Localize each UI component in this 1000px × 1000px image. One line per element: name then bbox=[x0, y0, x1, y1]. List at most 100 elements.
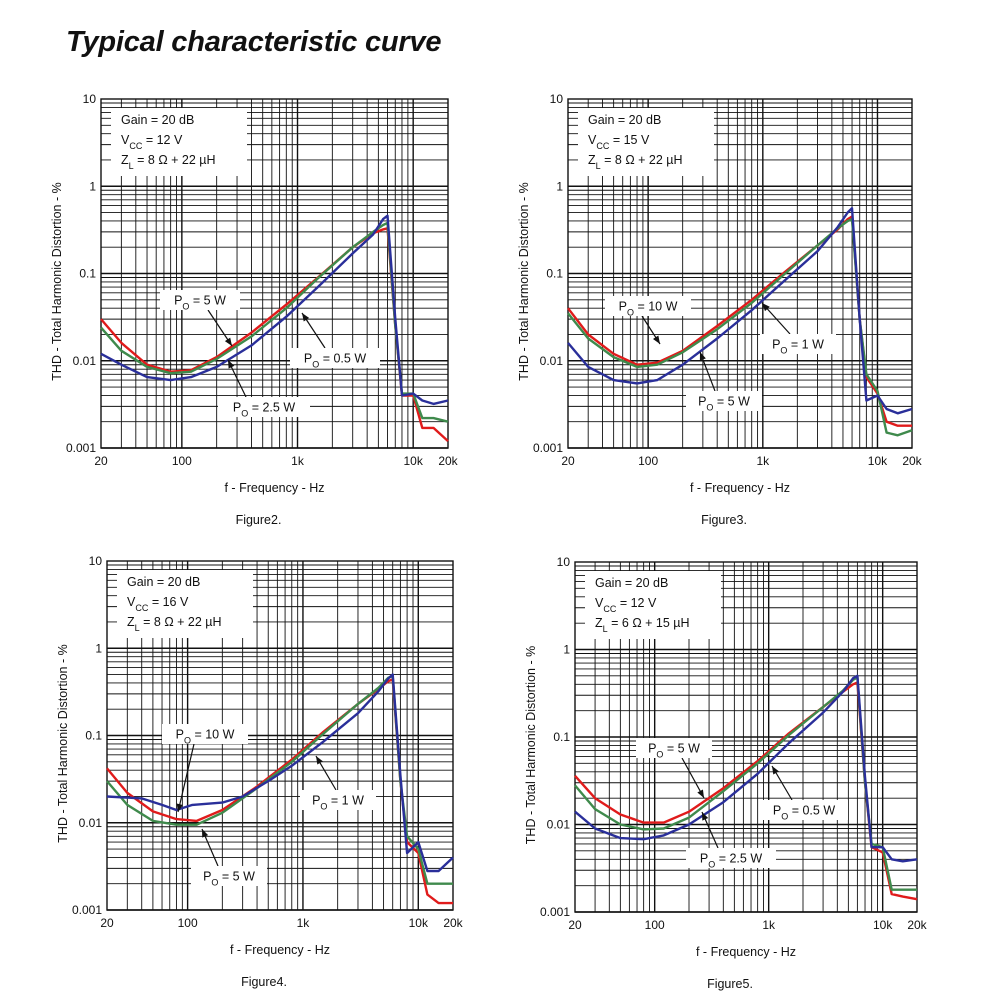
y-tick-label: 0.01 bbox=[73, 354, 97, 368]
arrow-head-icon bbox=[772, 766, 779, 775]
arrow-head-icon bbox=[762, 303, 770, 312]
series-annotation: PO = 2.5 W bbox=[218, 359, 310, 419]
x-tick-label: 10k bbox=[409, 916, 429, 930]
y-tick-label: 0.001 bbox=[540, 905, 570, 919]
y-tick-label: 0.01 bbox=[540, 354, 564, 368]
x-tick-label: 10k bbox=[868, 454, 888, 468]
series-line-po-0-5-w bbox=[574, 674, 918, 863]
series-line-po-0-5-w bbox=[100, 214, 449, 406]
annotation-label: PO = 5 W bbox=[174, 294, 226, 312]
series-line-po-5-w bbox=[567, 217, 913, 437]
y-tick-label: 0.001 bbox=[66, 441, 96, 455]
series-annotation: PO = 5 W bbox=[636, 738, 712, 799]
x-tick-label: 100 bbox=[172, 454, 192, 468]
plot-frame bbox=[574, 561, 918, 913]
x-tick-label: 20k bbox=[902, 454, 922, 468]
y-axis-label: THD - Total Harmonic Distortion - % bbox=[50, 182, 64, 380]
x-axis-label: f - Frequency - Hz bbox=[230, 943, 330, 957]
x-tick-label: 100 bbox=[645, 918, 665, 932]
x-tick-label: 20 bbox=[568, 918, 582, 932]
arrow-head-icon bbox=[202, 829, 209, 838]
condition-text: VCC = 12 V bbox=[595, 596, 657, 614]
y-tick-label: 1 bbox=[563, 643, 570, 657]
y-tick-label: 0.1 bbox=[553, 730, 570, 744]
series-annotation: PO = 10 W bbox=[605, 296, 691, 345]
x-tick-label: 1k bbox=[291, 454, 305, 468]
plot-frame bbox=[106, 560, 454, 911]
x-tick-label: 20 bbox=[94, 454, 108, 468]
x-tick-label: 20k bbox=[443, 916, 463, 930]
arrow-head-icon bbox=[228, 360, 235, 369]
x-tick-label: 1k bbox=[762, 918, 776, 932]
x-axis-label: f - Frequency - Hz bbox=[690, 481, 790, 495]
annotation-label: PO = 5 W bbox=[203, 870, 255, 888]
annotation-label: PO = 1 W bbox=[312, 794, 364, 812]
figure-caption: Figure5. bbox=[707, 977, 753, 991]
y-tick-label: 1 bbox=[89, 179, 96, 193]
y-tick-label: 0.1 bbox=[79, 267, 96, 281]
y-tick-label: 0.001 bbox=[533, 441, 563, 455]
annotation-label: PO = 5 W bbox=[698, 395, 750, 413]
annotation-label: PO = 2.5 W bbox=[233, 401, 295, 419]
y-tick-label: 10 bbox=[89, 554, 103, 568]
series-annotation: PO = 2.5 W bbox=[686, 811, 776, 870]
arrow-head-icon bbox=[652, 335, 660, 344]
annotation-label: PO = 10 W bbox=[619, 300, 678, 318]
page-title: Typical characteristic curve bbox=[66, 26, 442, 58]
arrow-head-icon bbox=[697, 789, 704, 798]
annotation-label: PO = 5 W bbox=[648, 742, 700, 760]
y-tick-label: 0.1 bbox=[85, 729, 102, 743]
y-tick-label: 0.001 bbox=[72, 903, 102, 917]
y-tick-label: 10 bbox=[83, 92, 97, 106]
series-annotation: PO = 0.5 W bbox=[290, 312, 380, 370]
condition-text: ZL = 6 Ω + 15 µH bbox=[595, 616, 690, 634]
x-tick-label: 10k bbox=[873, 918, 893, 932]
figure-caption: Figure3. bbox=[701, 513, 747, 527]
condition-text: VCC = 15 V bbox=[588, 133, 650, 151]
x-tick-label: 20 bbox=[100, 916, 114, 930]
condition-text: ZL = 8 Ω + 22 µH bbox=[121, 153, 216, 171]
y-axis-label: THD - Total Harmonic Distortion - % bbox=[517, 182, 531, 380]
x-tick-label: 100 bbox=[178, 916, 198, 930]
plot-frame bbox=[100, 98, 449, 449]
x-axis-label: f - Frequency - Hz bbox=[224, 481, 324, 495]
x-axis-label: f - Frequency - Hz bbox=[696, 945, 796, 959]
arrow-head-icon bbox=[224, 337, 232, 346]
series-annotation: PO = 5 W bbox=[686, 351, 762, 413]
series-annotation: PO = 5 W bbox=[191, 828, 267, 888]
x-tick-label: 20 bbox=[561, 454, 575, 468]
y-tick-label: 10 bbox=[550, 92, 564, 106]
condition-text: Gain = 20 dB bbox=[595, 576, 668, 590]
y-tick-label: 1 bbox=[95, 641, 102, 655]
y-tick-label: 10 bbox=[557, 555, 571, 569]
condition-text: Gain = 20 dB bbox=[588, 113, 661, 127]
arrow-head-icon bbox=[702, 812, 709, 821]
x-tick-label: 1k bbox=[756, 454, 770, 468]
arrow-head-icon bbox=[176, 803, 183, 812]
arrow-head-icon bbox=[302, 313, 310, 322]
condition-text: VCC = 12 V bbox=[121, 133, 183, 151]
plot-frame bbox=[567, 98, 913, 449]
y-axis-label: THD - Total Harmonic Distortion - % bbox=[524, 646, 538, 844]
x-tick-label: 1k bbox=[297, 916, 311, 930]
condition-text: ZL = 8 Ω + 22 µH bbox=[588, 153, 683, 171]
y-tick-label: 0.01 bbox=[547, 818, 571, 832]
x-tick-label: 20k bbox=[907, 918, 927, 932]
condition-text: VCC = 16 V bbox=[127, 595, 189, 613]
y-axis-label: THD - Total Harmonic Distortion - % bbox=[56, 644, 70, 842]
series-line-po-1-w bbox=[567, 206, 913, 415]
x-tick-label: 20k bbox=[438, 454, 458, 468]
conditions-box: Gain = 20 dB VCC = 12 V ZL = 8 Ω + 22 µH bbox=[111, 108, 247, 176]
condition-text: Gain = 20 dB bbox=[127, 575, 200, 589]
annotation-label: PO = 1 W bbox=[772, 338, 824, 356]
y-tick-label: 0.01 bbox=[79, 816, 103, 830]
y-tick-label: 0.1 bbox=[546, 267, 563, 281]
series-annotation: PO = 0.5 W bbox=[760, 765, 848, 822]
series-annotation: PO = 1 W bbox=[760, 302, 836, 356]
figure-caption: Figure2. bbox=[236, 513, 282, 527]
figure-caption: Figure4. bbox=[241, 975, 287, 989]
